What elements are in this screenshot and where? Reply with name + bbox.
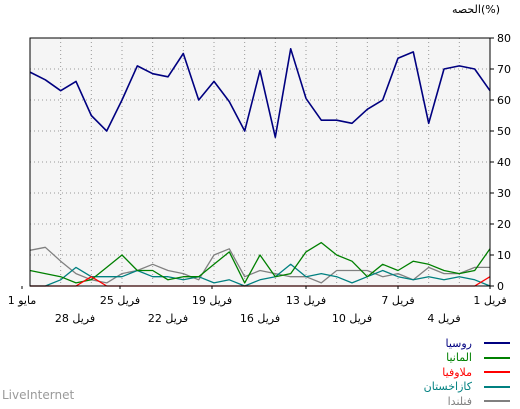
y-axis-unit: الحصه(%) (452, 3, 500, 16)
y-tick-label: 80 (497, 32, 511, 45)
legend-entry: المانيا (424, 351, 510, 366)
legend-swatch (484, 400, 510, 403)
x-tick-label: 10 فريل (332, 312, 372, 325)
series-line-1 (29, 47, 491, 138)
y-axis-ticks: 0 10 20 30 40 50 60 70 80 (490, 32, 511, 293)
x-axis-labels-upper: 1 مايو 25 فريل 19 فريل 13 فريل 7 فريل 1 فريل (8, 286, 507, 307)
x-tick-label: 19 فريل (192, 294, 232, 307)
legend: روسيا المانيا ملاوفيا كازاخستان فنلندا (424, 336, 510, 409)
legend-entry: روسيا (424, 336, 510, 351)
y-tick-label: 70 (497, 63, 511, 76)
x-tick-label: 1 مايو (8, 294, 37, 307)
legend-label: ملاوفيا (442, 365, 472, 379)
legend-swatch (484, 342, 510, 345)
legend-label: كازاخستان (423, 380, 472, 394)
legend-swatch (484, 371, 510, 374)
series-line-2 (29, 241, 491, 284)
y-tick-label: 20 (497, 218, 511, 231)
x-tick-label: 4 فريل (427, 312, 460, 325)
x-tick-label: 13 فريل (286, 294, 326, 307)
legend-entry: ملاوفيا (424, 365, 510, 380)
x-tick-label: 7 فريل (381, 294, 414, 307)
y-tick-label: 10 (497, 249, 511, 262)
brand-logo-text: LiveInternet (2, 388, 75, 402)
grid-lines (30, 38, 490, 286)
x-tick-label: 22 فريل (148, 312, 188, 325)
x-tick-label: 25 فريل (100, 294, 140, 307)
legend-swatch (484, 356, 510, 359)
plot-area (30, 38, 490, 286)
x-axis-labels-lower: 28 فريل 22 فريل 16 فريل 10 فريل 4 فريل (55, 312, 461, 325)
legend-label: المانيا (446, 351, 472, 365)
legend-entry: فنلندا (424, 394, 510, 409)
x-tick-label: 16 فريل (240, 312, 280, 325)
series-line-4 (30, 263, 491, 287)
legend-entry: كازاخستان (424, 380, 510, 395)
line-chart: 0 10 20 30 40 50 60 70 80 1 مايو 25 فريل 19 فريل 13… (8, 32, 511, 325)
y-tick-label: 60 (497, 94, 511, 107)
y-tick-label: 40 (497, 156, 511, 169)
legend-swatch (484, 385, 510, 388)
y-tick-label: 30 (497, 187, 511, 200)
y-tick-label: 0 (497, 280, 504, 293)
y-tick-label: 50 (497, 125, 511, 138)
x-tick-label: 1 فريل (473, 294, 506, 307)
x-tick-label: 28 فريل (55, 312, 95, 325)
legend-label: فنلندا (447, 394, 472, 408)
legend-label: روسيا (445, 336, 472, 350)
